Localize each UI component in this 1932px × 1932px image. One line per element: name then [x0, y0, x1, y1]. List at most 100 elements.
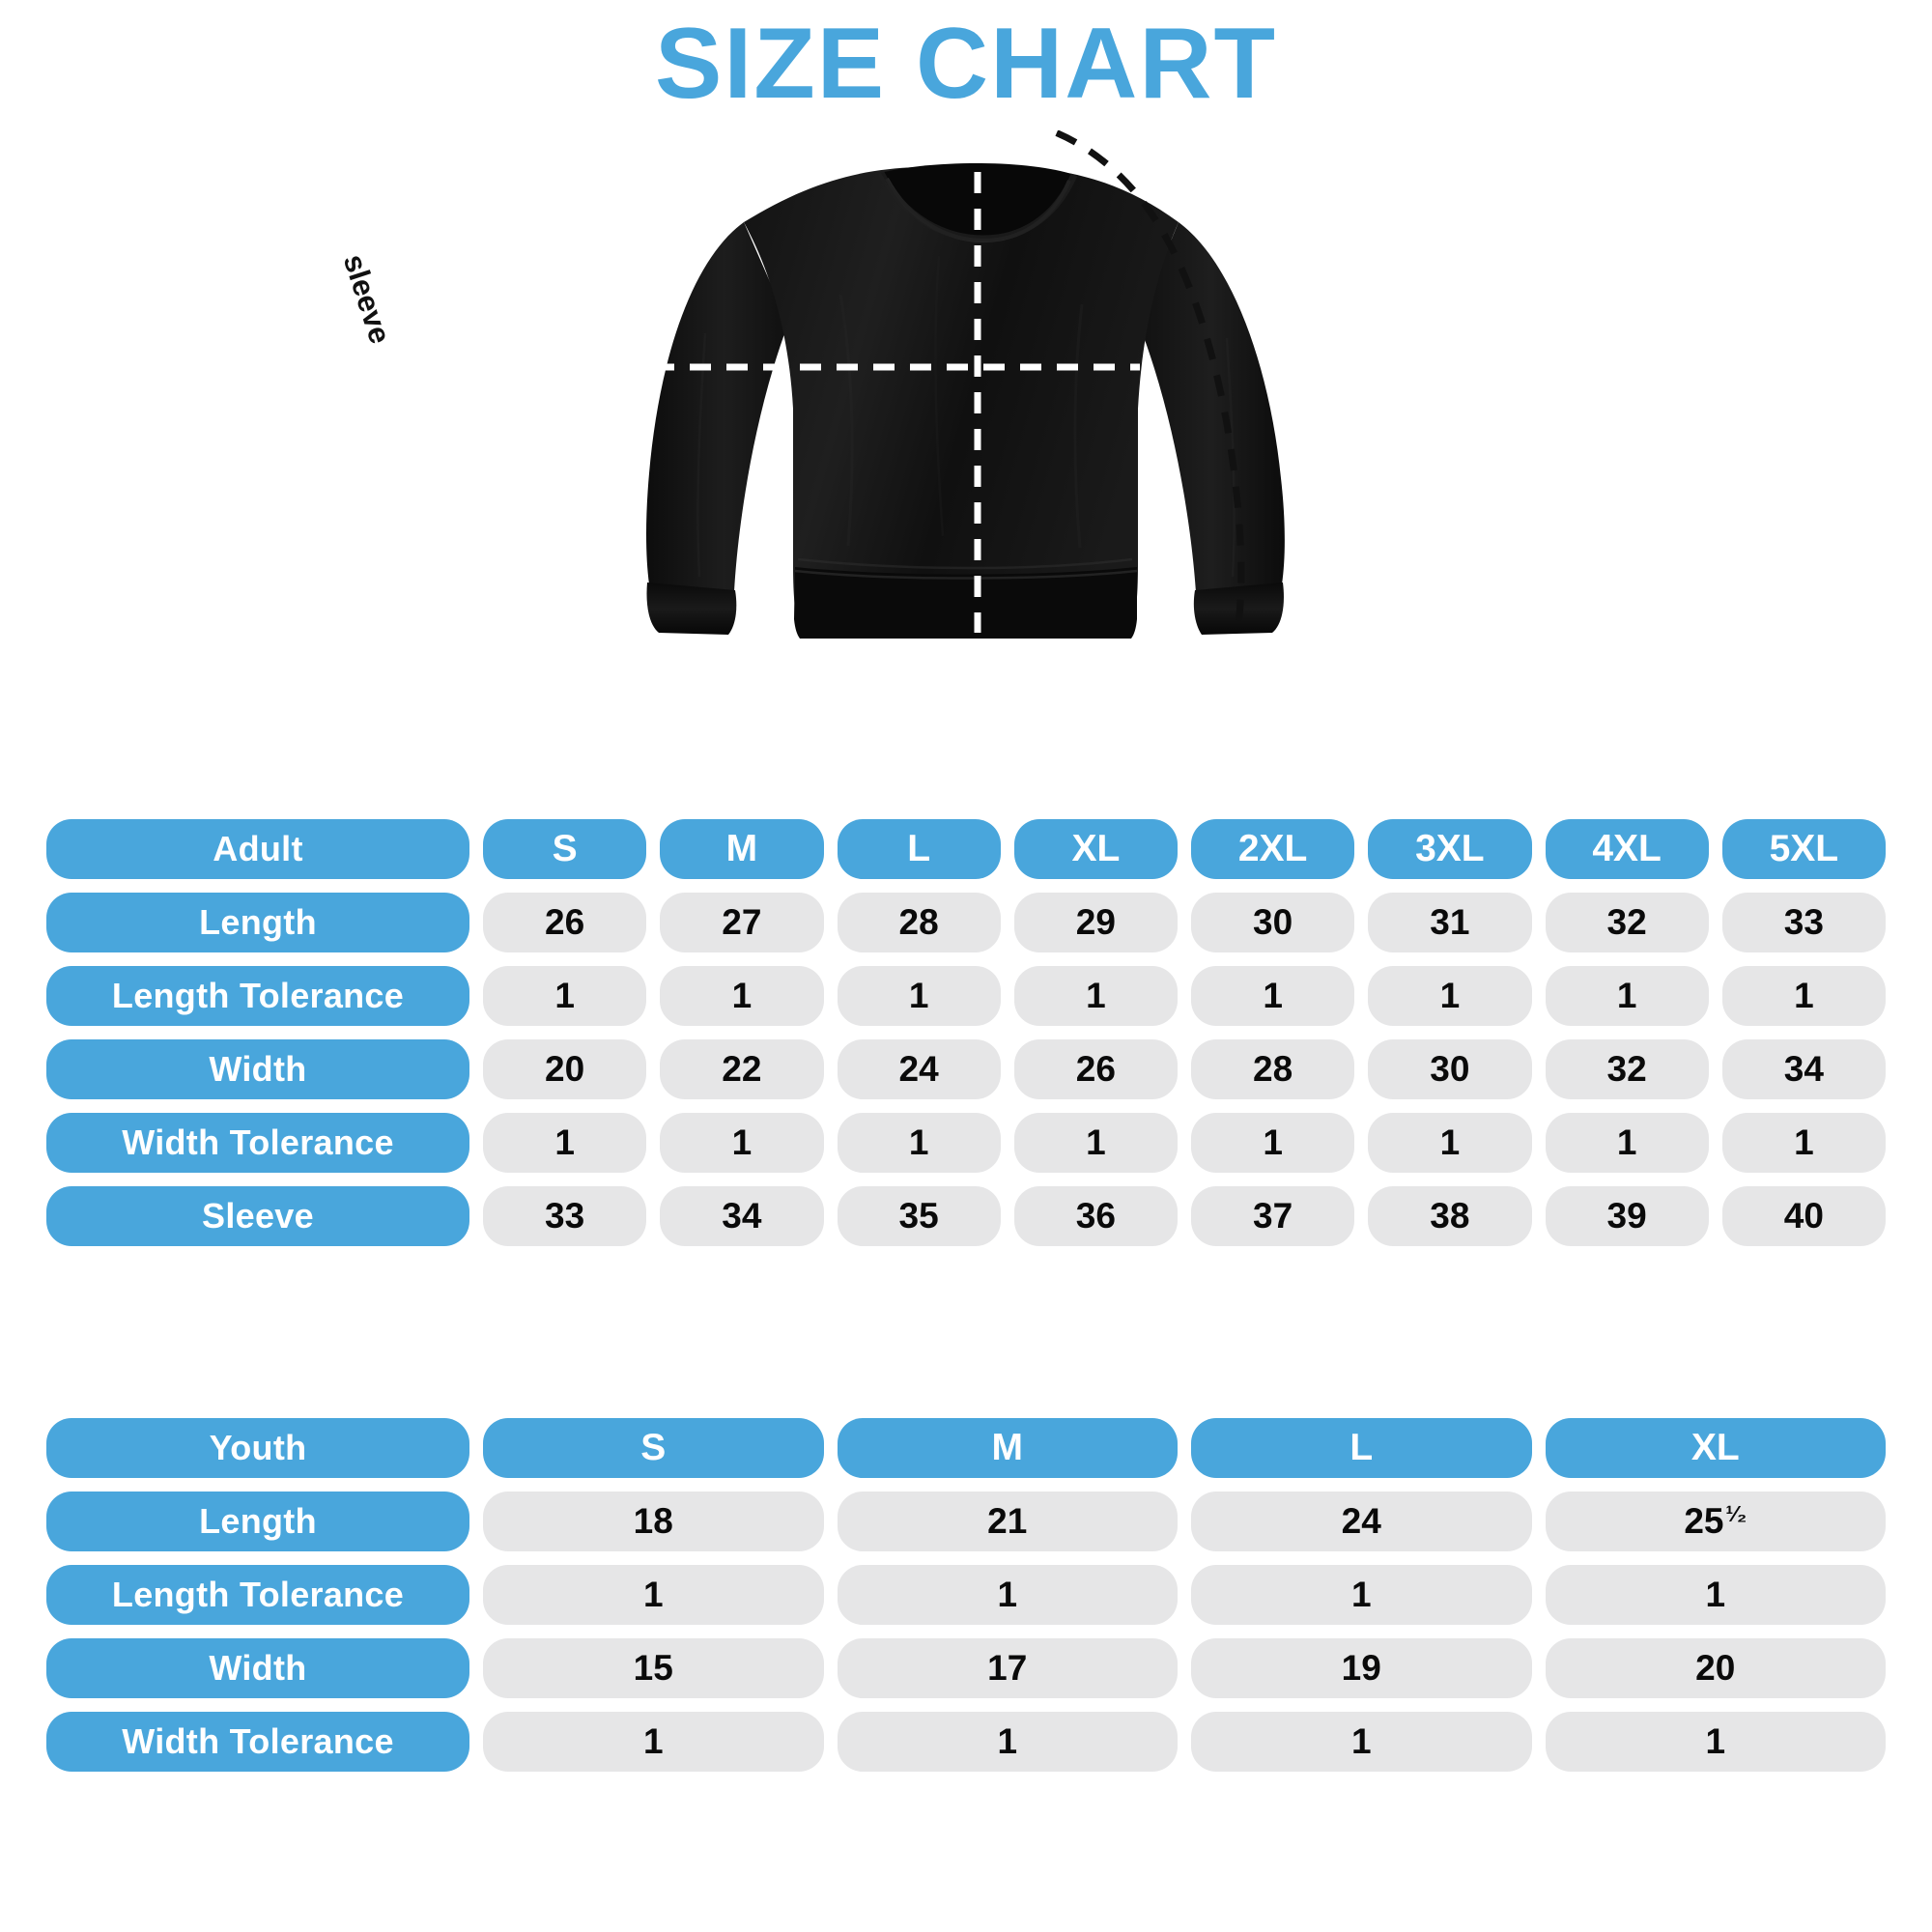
adult-row-label-sleeve: Sleeve	[46, 1186, 469, 1246]
measurement-cell: 1	[660, 1113, 824, 1173]
youth-size-header-xl[interactable]: XL	[1545, 1418, 1886, 1478]
fraction-glyph: ¹⁄₂	[1725, 1500, 1747, 1526]
measurement-cell: 26	[483, 893, 647, 952]
measurement-cell: 28	[1191, 1039, 1355, 1099]
measurement-cell: 26	[1013, 1039, 1178, 1099]
measurement-cell: 1	[837, 966, 1001, 1026]
measurement-cell: 36	[1013, 1186, 1178, 1246]
measurement-cell: 1	[1545, 1113, 1709, 1173]
measurement-cell: 17	[837, 1638, 1178, 1698]
measurement-cell: 19	[1191, 1638, 1532, 1698]
measurement-cell: 1	[1013, 966, 1178, 1026]
measurement-cell: 40	[1721, 1186, 1886, 1246]
youth-row-label-length: Length	[46, 1492, 469, 1551]
adult-size-header-4xl[interactable]: 4XL	[1545, 819, 1709, 879]
measurement-cell: 1	[1721, 966, 1886, 1026]
measurement-cell: 34	[660, 1186, 824, 1246]
table-row: Sleeve 33 34 35 36 37 38 39 40	[46, 1186, 1886, 1246]
youth-header-row: Youth S M L XL	[46, 1418, 1886, 1478]
measurement-cell: 15	[483, 1638, 824, 1698]
measurement-cell: 33	[1721, 893, 1886, 952]
measurement-cell: 25 ¹⁄₂	[1545, 1492, 1886, 1551]
youth-size-header-l[interactable]: L	[1191, 1418, 1532, 1478]
adult-size-header-s[interactable]: S	[483, 819, 647, 879]
measurement-cell: 1	[483, 1113, 647, 1173]
measurement-cell: 34	[1721, 1039, 1886, 1099]
measurement-cell: 1	[837, 1113, 1001, 1173]
adult-row-label-width: Width	[46, 1039, 469, 1099]
measurement-cell: 24	[1191, 1492, 1532, 1551]
adult-size-header-xl[interactable]: XL	[1013, 819, 1178, 879]
measurement-cell: 1	[1368, 966, 1532, 1026]
length-measurement-label: length	[166, 293, 200, 383]
page-title: SIZE CHART	[655, 8, 1277, 120]
youth-row-label-length-tolerance: Length Tolerance	[46, 1565, 469, 1625]
measurement-cell: 1	[837, 1712, 1178, 1772]
adult-size-header-2xl[interactable]: 2XL	[1191, 819, 1355, 879]
adult-header-row: Adult S M L XL 2XL 3XL 4XL 5XL	[46, 819, 1886, 879]
measurement-cell: 1	[1545, 1712, 1886, 1772]
measurement-cell: 1	[483, 1712, 824, 1772]
table-row: Length Tolerance 1 1 1 1	[46, 1565, 1886, 1625]
measurement-cell: 1	[1191, 1113, 1355, 1173]
measurement-cell: 38	[1368, 1186, 1532, 1246]
adult-section-label: Adult	[46, 819, 469, 879]
measurement-cell: 1	[1191, 1565, 1532, 1625]
adult-size-header-m[interactable]: M	[660, 819, 824, 879]
measurement-cell: 1	[660, 966, 824, 1026]
adult-size-header-3xl[interactable]: 3XL	[1368, 819, 1532, 879]
garment-illustration: width length sleeve	[0, 115, 1932, 807]
sweatshirt-image	[599, 115, 1333, 676]
measurement-cell: 20	[1545, 1638, 1886, 1698]
measurement-cell: 32	[1545, 893, 1709, 952]
measurement-cell: 28	[837, 893, 1001, 952]
measurement-cell: 1	[1545, 1565, 1886, 1625]
table-row: Width 20 22 24 26 28 30 32 34	[46, 1039, 1886, 1099]
youth-row-label-width: Width	[46, 1638, 469, 1698]
table-row: Width Tolerance 1 1 1 1	[46, 1712, 1886, 1772]
measurement-cell: 24	[837, 1039, 1001, 1099]
adult-row-label-length-tolerance: Length Tolerance	[46, 966, 469, 1026]
youth-size-table: Youth S M L XL Length 18 21 24 25 ¹⁄₂ Length Tolera…	[46, 1418, 1886, 1772]
table-row: Width Tolerance 1 1 1 1 1 1 1 1	[46, 1113, 1886, 1173]
adult-row-label-length: Length	[46, 893, 469, 952]
youth-row-label-width-tolerance: Width Tolerance	[46, 1712, 469, 1772]
measurement-cell: 20	[483, 1039, 647, 1099]
youth-section-label: Youth	[46, 1418, 469, 1478]
measurement-cell: 33	[483, 1186, 647, 1246]
measurement-cell: 39	[1545, 1186, 1709, 1246]
measurement-cell: 21	[837, 1492, 1178, 1551]
table-row: Width 15 17 19 20	[46, 1638, 1886, 1698]
adult-size-table: Adult S M L XL 2XL 3XL 4XL 5XL Length 26 27 28 29 30 31…	[46, 819, 1886, 1246]
measurement-cell: 35	[837, 1186, 1001, 1246]
adult-size-header-l[interactable]: L	[837, 819, 1001, 879]
adult-size-header-5xl[interactable]: 5XL	[1721, 819, 1886, 879]
measurement-cell: 27	[660, 893, 824, 952]
measurement-cell: 1	[1545, 966, 1709, 1026]
measurement-cell: 30	[1191, 893, 1355, 952]
table-row: Length 26 27 28 29 30 31 32 33	[46, 893, 1886, 952]
table-row: Length Tolerance 1 1 1 1 1 1 1 1	[46, 966, 1886, 1026]
measurement-cell: 1	[837, 1565, 1178, 1625]
measurement-cell: 1	[1368, 1113, 1532, 1173]
measurement-cell: 22	[660, 1039, 824, 1099]
measurement-cell: 37	[1191, 1186, 1355, 1246]
youth-size-header-s[interactable]: S	[483, 1418, 824, 1478]
measurement-cell: 29	[1013, 893, 1178, 952]
measurement-cell: 1	[483, 966, 647, 1026]
measurement-cell: 31	[1368, 893, 1532, 952]
measurement-cell: 1	[1191, 966, 1355, 1026]
adult-row-label-width-tolerance: Width Tolerance	[46, 1113, 469, 1173]
measurement-cell: 1	[1721, 1113, 1886, 1173]
sleeve-measurement-label: sleeve	[336, 250, 398, 349]
measurement-cell: 1	[1013, 1113, 1178, 1173]
measurement-cell: 1	[483, 1565, 824, 1625]
measurement-cell: 30	[1368, 1039, 1532, 1099]
measurement-cell: 18	[483, 1492, 824, 1551]
table-row: Length 18 21 24 25 ¹⁄₂	[46, 1492, 1886, 1551]
youth-size-header-m[interactable]: M	[837, 1418, 1178, 1478]
width-measurement-label: width	[259, 365, 337, 399]
measurement-cell: 1	[1191, 1712, 1532, 1772]
measurement-cell: 32	[1545, 1039, 1709, 1099]
